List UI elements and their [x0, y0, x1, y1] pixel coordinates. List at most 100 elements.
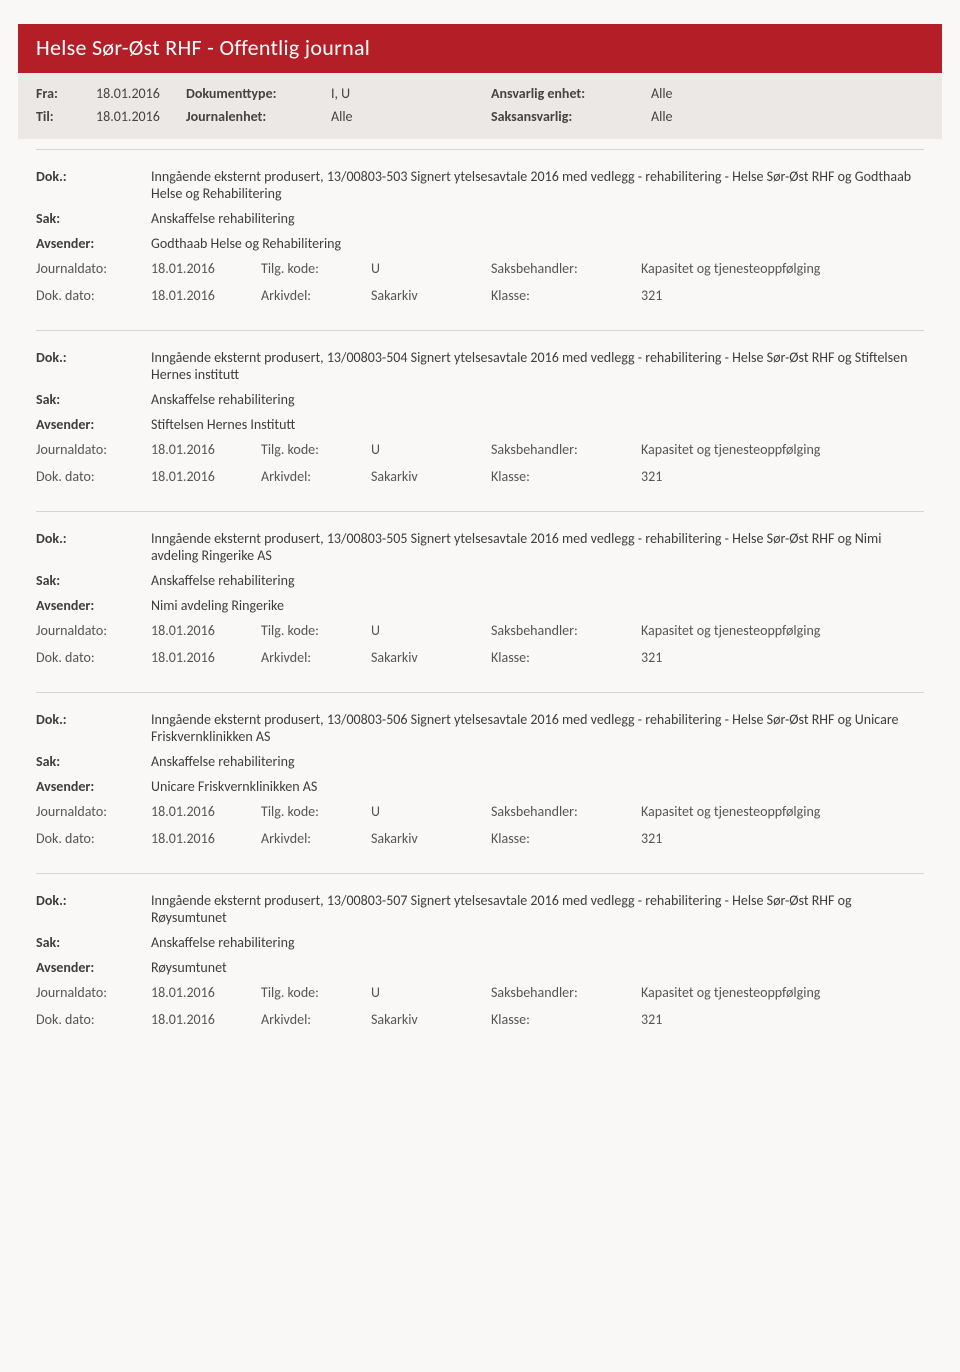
filter-band: Fra: 18.01.2016 Dokumenttype: I, U Ansva… [18, 73, 942, 139]
dokdato-value: 18.01.2016 [151, 1011, 261, 1028]
klasse-label: Klasse: [491, 649, 641, 666]
saksbehandler-value: Kapasitet og tjenesteoppfølging [641, 260, 924, 277]
journaldato-label: Journaldato: [36, 984, 151, 1001]
dokdato-label: Dok. dato: [36, 830, 151, 847]
arkivdel-label: Arkivdel: [261, 830, 371, 847]
journal-entry: Dok.:Inngående eksternt produsert, 13/00… [36, 511, 924, 692]
tilgkode-value: U [371, 984, 491, 1001]
meta-row-2: Dok. dato:18.01.2016Arkivdel:SakarkivKla… [36, 287, 924, 304]
tilgkode-label: Tilg. kode: [261, 260, 371, 277]
tilgkode-label: Tilg. kode: [261, 622, 371, 639]
journaldato-label: Journaldato: [36, 441, 151, 458]
avsender-value: Godthaab Helse og Rehabilitering [151, 235, 924, 252]
tilgkode-label: Tilg. kode: [261, 441, 371, 458]
meta-row-2: Dok. dato:18.01.2016Arkivdel:SakarkivKla… [36, 830, 924, 847]
dok-value: Inngående eksternt produsert, 13/00803-5… [151, 892, 924, 926]
dok-label: Dok.: [36, 711, 151, 728]
meta-row-1: Journaldato:18.01.2016Tilg. kode:USaksbe… [36, 984, 924, 1001]
doktype-label: Dokumenttype: [186, 85, 331, 102]
journaldato-value: 18.01.2016 [151, 622, 261, 639]
tilgkode-value: U [371, 622, 491, 639]
avsender-value: Nimi avdeling Ringerike [151, 597, 924, 614]
dok-value: Inngående eksternt produsert, 13/00803-5… [151, 711, 924, 745]
arkivdel-label: Arkivdel: [261, 468, 371, 485]
dok-label: Dok.: [36, 892, 151, 909]
avsender-label: Avsender: [36, 235, 151, 252]
page-title: Helse Sør-Øst RHF - Offentlig journal [36, 34, 370, 61]
klasse-value: 321 [641, 468, 924, 485]
dokdato-value: 18.01.2016 [151, 287, 261, 304]
sak-label: Sak: [36, 391, 151, 408]
sak-value: Anskaffelse rehabilitering [151, 934, 924, 951]
avsender-value: Røysumtunet [151, 959, 924, 976]
klasse-label: Klasse: [491, 1011, 641, 1028]
tilgkode-label: Tilg. kode: [261, 984, 371, 1001]
sak-value: Anskaffelse rehabilitering [151, 753, 924, 770]
sak-value: Anskaffelse rehabilitering [151, 210, 924, 227]
dokdato-label: Dok. dato: [36, 468, 151, 485]
meta-row-2: Dok. dato:18.01.2016Arkivdel:SakarkivKla… [36, 1011, 924, 1028]
arkivdel-value: Sakarkiv [371, 830, 491, 847]
dok-value: Inngående eksternt produsert, 13/00803-5… [151, 168, 924, 202]
saksbehandler-label: Saksbehandler: [491, 984, 641, 1001]
ansvarlig-label: Ansvarlig enhet: [491, 85, 651, 102]
arkivdel-value: Sakarkiv [371, 1011, 491, 1028]
klasse-value: 321 [641, 830, 924, 847]
klasse-value: 321 [641, 1011, 924, 1028]
title-bar: Helse Sør-Øst RHF - Offentlig journal [18, 24, 942, 73]
dok-value: Inngående eksternt produsert, 13/00803-5… [151, 349, 924, 383]
journaldato-label: Journaldato: [36, 803, 151, 820]
journal-entry: Dok.:Inngående eksternt produsert, 13/00… [36, 330, 924, 511]
dokdato-label: Dok. dato: [36, 287, 151, 304]
dokdato-label: Dok. dato: [36, 649, 151, 666]
til-value: 18.01.2016 [96, 108, 186, 125]
tilgkode-value: U [371, 441, 491, 458]
tilgkode-label: Tilg. kode: [261, 803, 371, 820]
arkivdel-label: Arkivdel: [261, 649, 371, 666]
tilgkode-value: U [371, 803, 491, 820]
klasse-label: Klasse: [491, 287, 641, 304]
klasse-value: 321 [641, 649, 924, 666]
journal-entry: Dok.:Inngående eksternt produsert, 13/00… [36, 692, 924, 873]
journaldato-label: Journaldato: [36, 622, 151, 639]
dokdato-value: 18.01.2016 [151, 649, 261, 666]
saksbehandler-value: Kapasitet og tjenesteoppfølging [641, 441, 924, 458]
saksbehandler-value: Kapasitet og tjenesteoppfølging [641, 984, 924, 1001]
journaldato-value: 18.01.2016 [151, 984, 261, 1001]
avsender-label: Avsender: [36, 778, 151, 795]
journaldato-value: 18.01.2016 [151, 260, 261, 277]
avsender-label: Avsender: [36, 597, 151, 614]
klasse-label: Klasse: [491, 830, 641, 847]
journaldato-label: Journaldato: [36, 260, 151, 277]
entries-list: Dok.:Inngående eksternt produsert, 13/00… [18, 139, 942, 1054]
arkivdel-value: Sakarkiv [371, 649, 491, 666]
avsender-value: Unicare Friskvernklinikken AS [151, 778, 924, 795]
meta-row-2: Dok. dato:18.01.2016Arkivdel:SakarkivKla… [36, 649, 924, 666]
arkivdel-value: Sakarkiv [371, 468, 491, 485]
journal-entry: Dok.:Inngående eksternt produsert, 13/00… [36, 873, 924, 1054]
doktype-value: I, U [331, 85, 491, 102]
journalenhet-label: Journalenhet: [186, 108, 331, 125]
page: Helse Sør-Øst RHF - Offentlig journal Fr… [0, 0, 960, 1372]
filter-row-1: Fra: 18.01.2016 Dokumenttype: I, U Ansva… [36, 85, 924, 102]
dokdato-value: 18.01.2016 [151, 468, 261, 485]
saksbehandler-value: Kapasitet og tjenesteoppfølging [641, 622, 924, 639]
saksansvarlig-label: Saksansvarlig: [491, 108, 651, 125]
journaldato-value: 18.01.2016 [151, 803, 261, 820]
klasse-value: 321 [641, 287, 924, 304]
sak-label: Sak: [36, 753, 151, 770]
avsender-value: Stiftelsen Hernes Institutt [151, 416, 924, 433]
dok-label: Dok.: [36, 349, 151, 366]
sak-value: Anskaffelse rehabilitering [151, 391, 924, 408]
meta-row-1: Journaldato:18.01.2016Tilg. kode:USaksbe… [36, 260, 924, 277]
fra-value: 18.01.2016 [96, 85, 186, 102]
meta-row-1: Journaldato:18.01.2016Tilg. kode:USaksbe… [36, 622, 924, 639]
til-label: Til: [36, 108, 96, 125]
sak-label: Sak: [36, 572, 151, 589]
journalenhet-value: Alle [331, 108, 491, 125]
tilgkode-value: U [371, 260, 491, 277]
meta-row-1: Journaldato:18.01.2016Tilg. kode:USaksbe… [36, 803, 924, 820]
meta-row-2: Dok. dato:18.01.2016Arkivdel:SakarkivKla… [36, 468, 924, 485]
journaldato-value: 18.01.2016 [151, 441, 261, 458]
arkivdel-label: Arkivdel: [261, 287, 371, 304]
